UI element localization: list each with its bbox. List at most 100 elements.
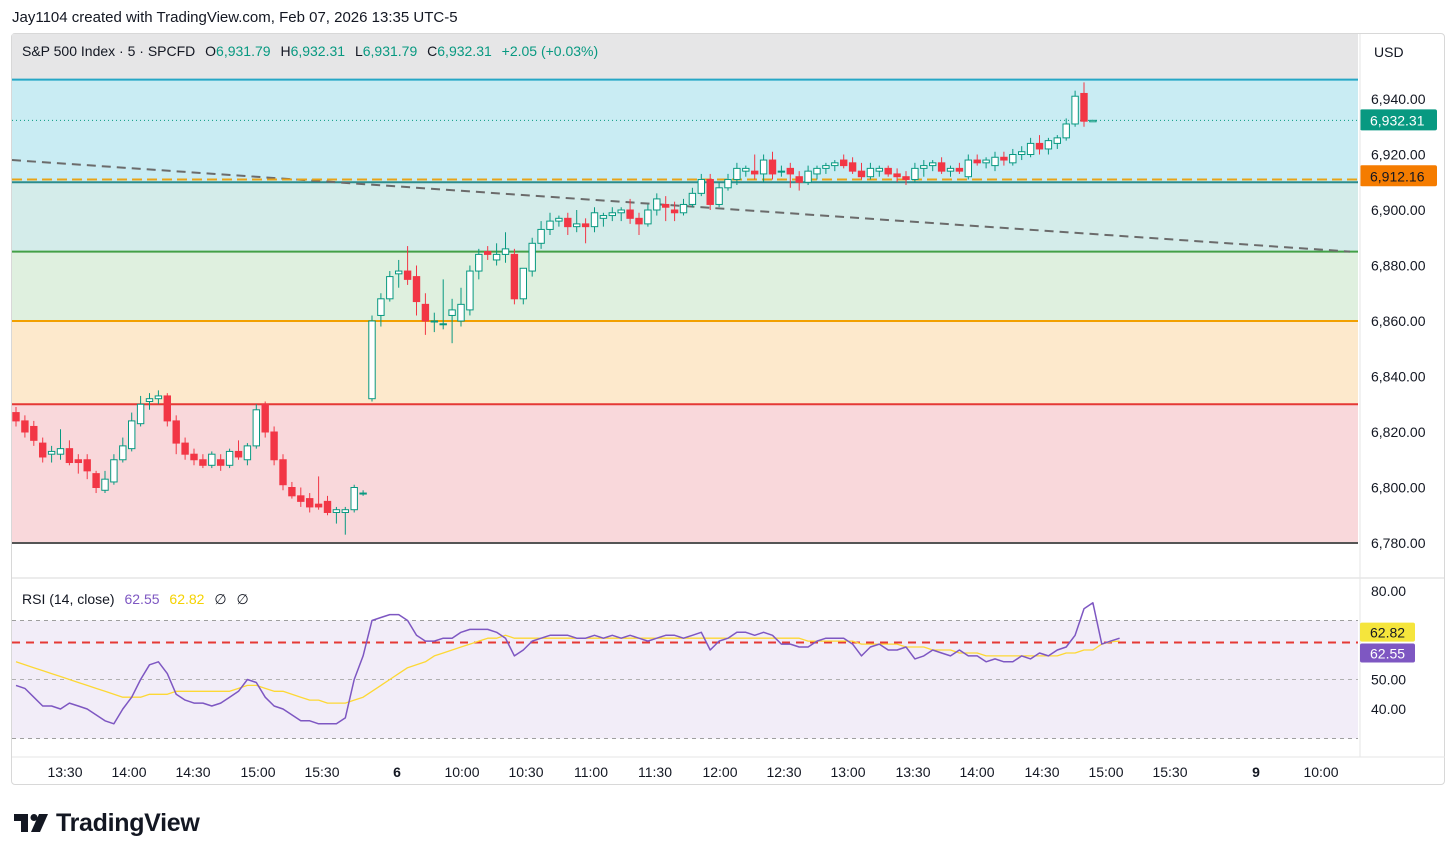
candle-body — [964, 159, 972, 178]
time-tick-label: 14:00 — [959, 764, 994, 780]
candle-body — [875, 167, 883, 172]
candle-body — [279, 459, 287, 486]
time-tick-label: 13:30 — [895, 764, 930, 780]
candle-body — [1071, 95, 1079, 125]
symbol-legend: S&P 500 Index · 5 · SPCFD O6,931.79 H6,9… — [22, 43, 598, 59]
candle-body — [1009, 154, 1017, 164]
candle-body — [1035, 142, 1044, 150]
candle-body — [786, 167, 794, 175]
candle-body — [893, 173, 901, 178]
candle-body — [920, 165, 928, 169]
candle-body — [991, 156, 999, 167]
low-value: 6,931.79 — [362, 43, 418, 59]
last-price-badge-text: 6,932.31 — [1370, 112, 1425, 128]
candle-body — [39, 442, 47, 458]
time-tick-label: 9 — [1252, 764, 1260, 780]
candle-body — [777, 170, 786, 173]
price-tick-label: 6,800.00 — [1371, 480, 1426, 496]
candle-body — [332, 509, 341, 513]
price-tick-label: 6,940.00 — [1371, 91, 1426, 107]
candle-body — [350, 487, 358, 511]
rsi-badge — [1360, 643, 1415, 663]
candle-body — [653, 198, 661, 211]
candle-body — [635, 217, 643, 225]
candle-body — [297, 495, 305, 502]
rsi-title[interactable]: RSI (14, close) — [22, 591, 115, 607]
candles-group — [12, 82, 1097, 535]
time-tick-label: 6 — [393, 764, 401, 780]
candle-body — [30, 425, 38, 441]
time-tick-label: 10:30 — [508, 764, 543, 780]
candle-body — [492, 253, 501, 261]
candle-body — [831, 162, 839, 167]
candle-body — [172, 420, 180, 444]
candle-body — [866, 167, 875, 178]
candle-body — [208, 453, 216, 466]
candle-body — [359, 492, 367, 495]
candle-body — [813, 167, 821, 175]
candle-body — [457, 303, 465, 322]
candle-body — [181, 442, 189, 455]
price-tick-label: 6,880.00 — [1371, 258, 1426, 274]
candle-body — [154, 395, 163, 400]
price-zone-1 — [12, 182, 1358, 252]
close-label: C — [427, 43, 438, 59]
rsi-line — [15, 602, 1120, 725]
candle-body — [261, 403, 269, 433]
candle-body — [546, 220, 554, 230]
candle-body — [403, 270, 412, 280]
price-zone-0 — [12, 79, 1358, 183]
candle-body — [430, 320, 439, 323]
change-value: +2.05 (+0.03%) — [501, 43, 599, 59]
rsi-tick-label: 40.00 — [1371, 701, 1406, 717]
candle-body — [537, 228, 545, 244]
currency-label[interactable]: USD — [1374, 44, 1404, 60]
candle-body — [368, 320, 376, 400]
level-price-badge-text: 6,912.16 — [1370, 168, 1425, 184]
candle-body — [21, 420, 29, 433]
candle-body — [439, 323, 447, 326]
candle-body — [136, 403, 145, 425]
candle-body — [662, 203, 670, 208]
rsi-pane — [12, 602, 1358, 739]
price-tick-label: 6,900.00 — [1371, 202, 1426, 218]
price-zone-4 — [12, 404, 1358, 543]
price-zone-2 — [12, 251, 1358, 321]
candle-body — [1089, 119, 1097, 123]
header-band — [12, 34, 1358, 82]
candle-body — [706, 178, 714, 205]
time-tick-label: 10:00 — [1303, 764, 1338, 780]
candle-body — [377, 298, 385, 316]
trendline — [11, 159, 1351, 253]
candle-body — [395, 270, 403, 275]
candle-body — [573, 223, 581, 228]
candle-body — [946, 167, 955, 172]
rsi-ma-line — [15, 634, 1120, 704]
candle-body — [56, 448, 65, 455]
candle-body — [590, 212, 599, 228]
level-price-badge — [1360, 165, 1437, 187]
candle-body — [92, 473, 100, 488]
candle-body — [466, 270, 474, 311]
symbol-name[interactable]: S&P 500 Index · 5 · SPCFD — [22, 43, 196, 59]
price-tick-label: 6,860.00 — [1371, 313, 1426, 329]
time-tick-label: 10:00 — [444, 764, 479, 780]
price-tick-label: 6,820.00 — [1371, 424, 1426, 440]
candle-body — [243, 445, 252, 461]
candle-body — [484, 251, 492, 255]
candle-body — [937, 162, 946, 172]
candle-body — [617, 209, 625, 214]
candle-body — [697, 178, 705, 194]
candle-body — [421, 303, 430, 322]
candle-body — [448, 309, 456, 316]
candle-body — [724, 178, 732, 189]
tradingview-logo[interactable]: TradingView — [14, 808, 200, 838]
high-label: H — [280, 43, 291, 59]
candle-body — [822, 165, 830, 169]
candle-body — [110, 459, 118, 483]
candle-body — [1000, 156, 1008, 161]
candle-body — [252, 409, 261, 447]
candle-body — [751, 170, 759, 175]
candle-body — [902, 176, 910, 180]
